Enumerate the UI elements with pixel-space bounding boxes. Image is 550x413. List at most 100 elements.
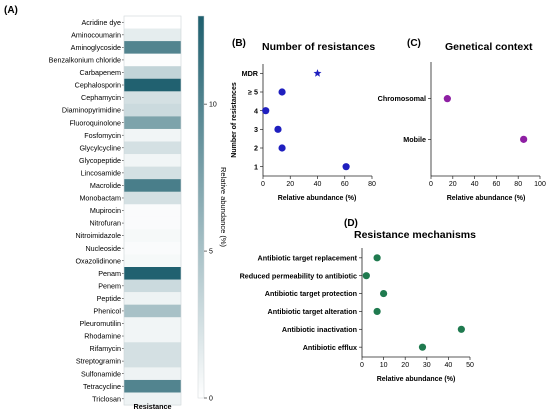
heatmap-row-label: Penam — [98, 269, 121, 278]
heatmap-cell — [124, 91, 181, 105]
x-tick-label: 0 — [261, 181, 265, 188]
y-tick-label: MDR — [242, 69, 259, 78]
x-tick-label: 100 — [534, 181, 546, 188]
heatmap-cell — [124, 166, 181, 180]
y-tick-label: Chromosomal — [378, 94, 426, 103]
heatmap-row-label: Fluoroquinolone — [69, 118, 121, 127]
heatmap-cell — [124, 128, 181, 142]
heatmap-row-label: Tetracycline — [83, 382, 121, 391]
panel-d-x-label: Relative abundance (%) — [377, 376, 456, 383]
x-tick-label: 30 — [423, 362, 431, 369]
heatmap-cell — [124, 78, 181, 92]
heatmap-cell — [124, 141, 181, 155]
heatmap-row-label: Nucleoside — [85, 244, 121, 253]
data-point — [443, 95, 451, 103]
data-point-star — [313, 69, 322, 77]
colorbar-tick-label: 5 — [209, 249, 213, 256]
heatmap-row-label: Pleuromutilin — [79, 319, 121, 328]
heatmap-cell — [124, 179, 181, 192]
data-point — [278, 88, 286, 96]
scatter-c: 0 20 40 60 80 100 Mobile Chromosomal — [378, 62, 546, 188]
heatmap-row-label: Phenicol — [93, 307, 121, 316]
panel-b-x-label: Relative abundance (%) — [278, 195, 357, 202]
heatmap-row-label: Benzalkonium chloride — [49, 56, 121, 65]
heatmap-row-label: Diaminopyrimidine — [62, 106, 121, 115]
panel-b-title: Number of resistances — [262, 41, 375, 53]
panel-c-title: Genetical context — [445, 41, 533, 53]
x-tick-label: 60 — [493, 181, 501, 188]
heatmap-row-label: Monobactam — [79, 194, 121, 203]
heatmap-row-label: Fosfomycin — [84, 131, 121, 140]
x-tick-label: 20 — [286, 181, 294, 188]
heatmap-row-label: Penem — [98, 281, 121, 290]
x-tick-label: 20 — [401, 362, 409, 369]
heatmap-row-label: Rifamycin — [89, 344, 121, 353]
x-tick-label: 80 — [368, 181, 376, 188]
heatmap-row-label: Carbapenem — [79, 68, 121, 77]
x-tick-label: 40 — [471, 181, 479, 188]
heatmap-cell — [124, 241, 181, 255]
y-tick-label: 2 — [254, 144, 258, 153]
colorbar-tick-label: 10 — [209, 102, 217, 109]
x-tick-label: 80 — [514, 181, 522, 188]
heatmap-cell — [124, 28, 181, 42]
heatmap-row-label: Glycopeptide — [79, 156, 121, 165]
y-tick-label: Antibiotic efflux — [303, 343, 357, 352]
heatmap-row-label: Sulfonamide — [81, 369, 121, 378]
heatmap-cell — [124, 204, 181, 218]
heatmap-x-label: Resistance — [134, 402, 172, 411]
heatmap-row-label: Rhodamine — [84, 332, 121, 341]
heatmap-cell — [124, 229, 181, 243]
data-point — [457, 325, 465, 333]
panel-c-x-label: Relative abundance (%) — [447, 195, 526, 202]
data-point — [262, 107, 270, 115]
data-point — [380, 289, 388, 298]
heatmap-row-label: Peptide — [97, 294, 121, 303]
y-tick-label: ≥ 5 — [248, 88, 258, 97]
panel-b-y-label: Number of resistances — [231, 82, 238, 158]
heatmap-row-label: Nitrofuran — [89, 219, 121, 228]
x-tick-label: 40 — [314, 181, 322, 188]
heatmap-cell — [124, 103, 181, 117]
data-point — [373, 307, 381, 316]
data-point — [274, 125, 282, 133]
panel-d-title: Resistance mechanisms — [354, 229, 476, 241]
heatmap-row-label: Triclosan — [92, 394, 121, 403]
heatmap-cell — [124, 279, 181, 293]
y-tick-label: Antibiotic target alteration — [268, 307, 357, 316]
heatmap-cell — [124, 154, 181, 167]
heatmap-row-label: Oxazolidinone — [75, 256, 121, 265]
y-tick-label: Reduced permeability to antibiotic — [240, 271, 357, 280]
scatter-d: 0 10 20 30 40 50 Antibiotic efflux Antibiotic i… — [240, 248, 474, 369]
heatmap-cell — [124, 304, 181, 318]
heatmap-row-label: Acridine dye — [81, 18, 121, 27]
y-tick-label: Antibiotic inactivation — [282, 325, 357, 334]
heatmap-cell — [124, 342, 181, 356]
y-tick-label: 1 — [254, 162, 258, 171]
x-tick-label: 10 — [380, 362, 388, 369]
y-tick-label: Antibiotic target protection — [265, 289, 357, 298]
heatmap-row-label: Streptogramin — [76, 357, 121, 366]
data-point — [520, 135, 528, 143]
x-tick-label: 60 — [341, 181, 349, 188]
heatmap-cell — [124, 329, 181, 343]
heatmap-cell — [124, 379, 181, 393]
heatmap-cell — [124, 292, 181, 305]
colorbar-label: Relative abundance (%) — [219, 167, 228, 248]
data-point — [373, 254, 381, 262]
heatmap-cell — [124, 267, 181, 280]
data-point — [362, 272, 370, 280]
heatmap-cell — [124, 66, 181, 80]
x-tick-label: 50 — [466, 362, 474, 369]
x-tick-label: 40 — [445, 362, 453, 369]
x-tick-label: 0 — [429, 181, 433, 188]
data-point — [418, 343, 427, 351]
y-tick-label: Mobile — [403, 135, 426, 144]
y-tick-label: Antibiotic target replacement — [258, 253, 358, 262]
heatmap-cell — [124, 16, 181, 29]
heatmap-cell — [124, 392, 181, 406]
heatmap-cell — [124, 367, 181, 381]
x-tick-label: 0 — [360, 362, 364, 369]
heatmap-a: Acridine dye Aminocoumarin Aminoglycoside B… — [49, 15, 182, 406]
